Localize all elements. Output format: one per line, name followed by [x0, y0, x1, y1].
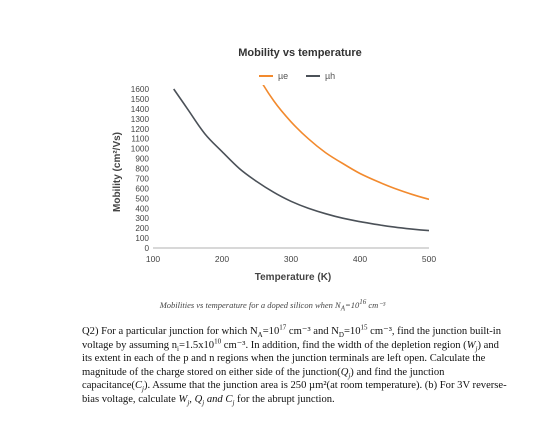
- series-line-mu-e: [262, 85, 429, 201]
- legend: µe µh: [259, 71, 335, 81]
- chart-title: Mobility vs temperature: [238, 47, 361, 59]
- y-tick-label: 700: [135, 174, 149, 183]
- question-line-6: bias voltage, calculate Wj, Qj and Cj fo…: [82, 393, 335, 408]
- x-tick-label: 300: [284, 254, 298, 264]
- legend-label-mu-h: µh: [325, 71, 335, 81]
- y-tick-label: 1300: [131, 115, 150, 124]
- question-line-4: magnitude of the charge stored on either…: [82, 366, 445, 380]
- y-tick-label: 1400: [131, 105, 150, 114]
- question-text: Q2) For a particular junction for which …: [82, 323, 522, 408]
- plot-series: [173, 85, 429, 232]
- y-tick-label: 500: [135, 194, 149, 203]
- y-tick-label: 100: [135, 234, 149, 243]
- y-tick-label: 0: [144, 244, 149, 253]
- figure-caption: Mobilities vs temperature for a doped si…: [159, 298, 386, 313]
- y-tick-label: 1000: [131, 145, 150, 154]
- y-tick-label: 800: [135, 165, 149, 174]
- x-tick-label: 500: [422, 254, 436, 264]
- y-tick-label: 200: [135, 224, 149, 233]
- y-tick-label: 1200: [131, 125, 150, 134]
- question-line-5: capacitance(Cj). Assume that the junctio…: [82, 380, 507, 394]
- y-tick-label: 900: [135, 155, 149, 164]
- x-tick-label: 400: [353, 254, 367, 264]
- x-tick-label: 200: [215, 254, 229, 264]
- y-tick-label: 1600: [131, 85, 150, 94]
- x-tick-labels: 100 200 300 400 500: [146, 254, 436, 264]
- y-tick-label: 300: [135, 214, 149, 223]
- y-tick-label: 1100: [131, 135, 149, 144]
- y-axis-label: Mobility (cm²/Vs): [112, 132, 123, 212]
- question-line-1: Q2) For a particular junction for which …: [82, 323, 502, 340]
- x-tick-label: 100: [146, 254, 160, 264]
- question-line-3: its extent in each of the p and n region…: [82, 353, 486, 365]
- mobility-chart: Mobility vs temperature µe µh 0100200300…: [112, 47, 436, 283]
- x-axis-label: Temperature (K): [255, 272, 332, 283]
- y-tick-label: 600: [135, 184, 149, 193]
- y-tick-labels: 0100200300400500600700800900100011001200…: [131, 85, 150, 253]
- y-tick-label: 400: [135, 204, 149, 213]
- question-line-2: voltage by assuming ni=1.5x1010 cm⁻³. In…: [82, 337, 499, 353]
- legend-label-mu-e: µe: [278, 71, 288, 81]
- series-line-mu-h: [173, 88, 429, 232]
- y-tick-label: 1500: [131, 95, 150, 104]
